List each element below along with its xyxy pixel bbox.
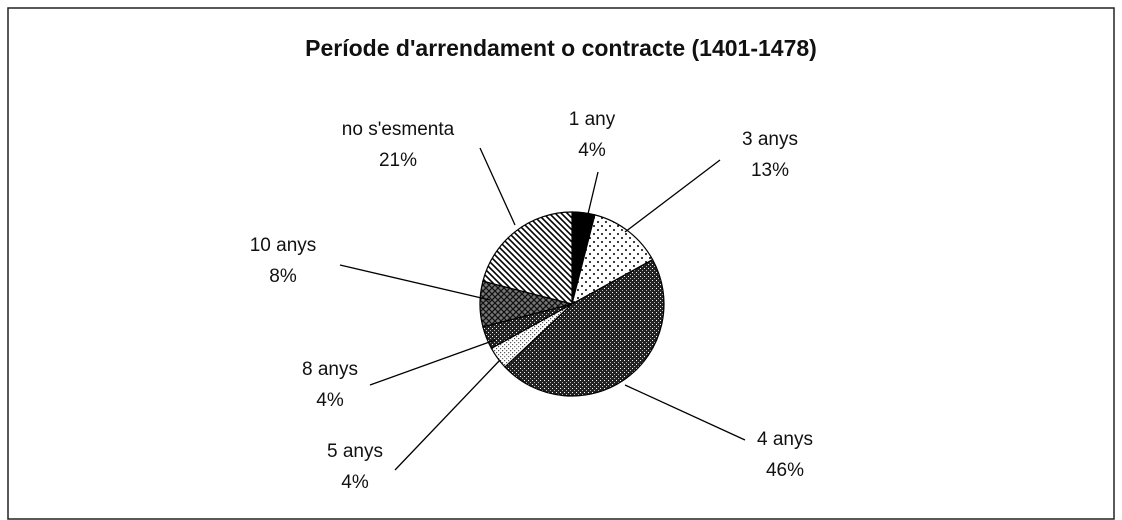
slice-value-label: 8% [269,266,297,287]
leader-line [587,171,599,215]
slice-value-label: 21% [379,150,417,171]
leader-line [394,359,501,471]
slice-label: 10 anys [250,235,317,256]
chart-title: Període d'arrendament o contracte (1401-… [305,35,817,61]
leader-line [624,384,746,441]
pie-slice [482,211,573,305]
leader-line [624,159,721,233]
slice-label: 3 anys [742,129,798,150]
slice-label: 5 anys [327,441,383,462]
slice-value-label: 4% [578,140,606,161]
slice-value-label: 4% [341,472,369,493]
frame [7,7,1115,520]
leader-line [369,339,496,386]
leader-line [479,147,516,226]
pie-slice [571,214,654,306]
leader-line [339,264,491,301]
slice-value-label: 4% [316,390,344,411]
slice-label: 4 anys [757,429,813,450]
pie-slice [504,258,665,397]
slice-value-label: 46% [766,460,804,481]
slice-label: 8 anys [302,359,358,380]
slice-value-label: 13% [751,160,789,181]
slice-label: 1 any [569,109,616,130]
slice-label: no s'esmenta [342,119,455,140]
